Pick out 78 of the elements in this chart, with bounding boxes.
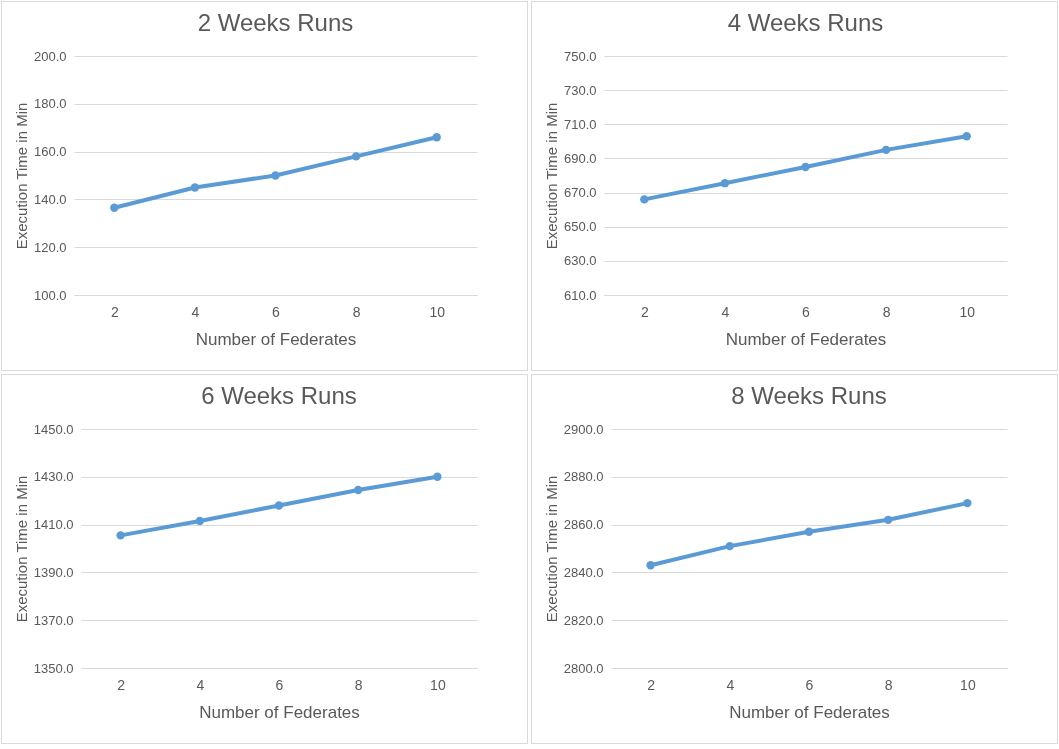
y-tick-label: 1350.0 — [33, 660, 74, 676]
point — [884, 515, 893, 524]
y-tick-label: 100.0 — [33, 287, 67, 303]
y-tick-label: 1450.0 — [33, 421, 74, 437]
y-tick-label: 2900.0 — [563, 421, 604, 437]
point — [354, 485, 363, 495]
x-tick-label: 4 — [191, 303, 200, 320]
y-axis-title: Execution Time in Min — [12, 102, 30, 250]
x-tick-label: 8 — [882, 303, 891, 320]
chart-title: 8 Weeks Runs — [731, 382, 887, 409]
x-tick-label: 8 — [884, 676, 893, 693]
x-tick-label: 4 — [721, 303, 730, 320]
x-tick-label: 8 — [354, 676, 363, 693]
x-tick-label: 10 — [960, 676, 976, 693]
point — [195, 516, 204, 526]
x-axis-title: Number of Federates — [725, 329, 887, 349]
y-tick-label: 120.0 — [33, 239, 67, 255]
y-tick-label: 710.0 — [563, 116, 597, 132]
point — [720, 179, 730, 188]
point — [116, 531, 125, 540]
y-tick-label: 160.0 — [33, 144, 67, 160]
point — [433, 472, 442, 481]
y-tick-label: 690.0 — [563, 150, 597, 166]
y-tick-label: 1370.0 — [33, 612, 74, 628]
y-tick-label: 200.0 — [33, 48, 67, 64]
y-tick-label: 2860.0 — [563, 517, 604, 533]
point — [963, 498, 972, 508]
x-tick-label: 8 — [352, 303, 361, 320]
x-tick-label: 6 — [275, 676, 284, 693]
point — [640, 195, 649, 204]
y-tick-label: 180.0 — [33, 96, 67, 112]
point — [801, 162, 810, 172]
point — [271, 171, 280, 180]
point — [351, 152, 361, 161]
y-tick-label: 630.0 — [563, 253, 597, 269]
x-tick-label: 10 — [429, 303, 446, 320]
point — [962, 132, 971, 141]
x-tick-label: 6 — [272, 303, 281, 320]
point — [881, 145, 891, 155]
x-tick-label: 6 — [805, 676, 814, 693]
y-tick-label: 1390.0 — [33, 564, 74, 580]
point — [646, 561, 655, 570]
x-tick-label: 6 — [802, 303, 811, 320]
x-tick-label: 4 — [726, 676, 735, 693]
x-axis-title: Number of Federates — [195, 329, 357, 349]
y-tick-label: 730.0 — [563, 82, 597, 98]
y-axis-title: Execution Time in Min — [542, 475, 560, 623]
x-tick-label: 2 — [110, 303, 119, 320]
point — [190, 183, 200, 192]
y-tick-label: 610.0 — [563, 287, 597, 303]
x-tick-label: 10 — [959, 303, 976, 320]
chart-title: 6 Weeks Runs — [201, 382, 357, 409]
point — [432, 133, 441, 142]
x-tick-label: 10 — [430, 676, 446, 693]
point — [110, 203, 119, 212]
x-axis-title: Number of Federates — [729, 702, 890, 722]
point — [274, 501, 284, 510]
x-tick-label: 2 — [117, 676, 126, 693]
y-tick-label: 670.0 — [563, 185, 597, 201]
y-tick-label: 650.0 — [563, 219, 597, 235]
y-tick-label: 2880.0 — [563, 469, 604, 485]
y-axis-title: Execution Time in Min — [12, 475, 30, 623]
y-tick-label: 2840.0 — [563, 564, 604, 580]
y-tick-label: 140.0 — [33, 191, 67, 207]
point — [804, 527, 814, 536]
x-tick-label: 2 — [647, 676, 656, 693]
y-tick-label: 2800.0 — [563, 660, 604, 676]
y-axis-title: Execution Time in Min — [542, 102, 560, 250]
point — [725, 541, 734, 551]
y-tick-label: 1410.0 — [33, 517, 74, 533]
y-tick-label: 2820.0 — [563, 612, 604, 628]
chart-title: 4 Weeks Runs — [727, 9, 884, 36]
y-tick-label: 1430.0 — [33, 469, 74, 485]
x-tick-label: 2 — [640, 303, 649, 320]
x-tick-label: 4 — [196, 676, 205, 693]
x-axis-title: Number of Federates — [199, 702, 360, 722]
chart-title: 2 Weeks Runs — [197, 9, 354, 36]
y-tick-label: 750.0 — [563, 48, 597, 64]
